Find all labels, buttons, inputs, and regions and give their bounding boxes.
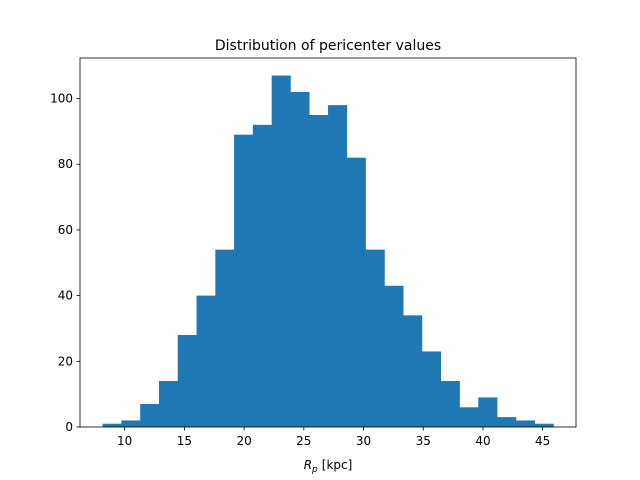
x-tick-label: 20 [236, 434, 251, 448]
bar [158, 381, 178, 427]
bar [384, 285, 404, 427]
bar [440, 381, 460, 427]
bar [534, 423, 554, 427]
bar [328, 105, 348, 427]
bar [403, 315, 423, 427]
x-tick-label: 25 [296, 434, 311, 448]
bar [346, 157, 366, 427]
bar [140, 404, 160, 427]
bar [365, 249, 385, 427]
bar [290, 91, 310, 428]
x-tick-label: 45 [535, 434, 550, 448]
x-label-subscript: p [311, 465, 318, 475]
bar [478, 397, 498, 427]
bar [515, 420, 535, 427]
y-tick-label: 40 [58, 289, 73, 303]
y-tick-label: 0 [65, 420, 73, 434]
x-label-unit: [kpc] [322, 458, 353, 472]
x-label-symbol: R [304, 458, 312, 472]
plot-frame [79, 57, 577, 428]
x-tick-label: 35 [416, 434, 431, 448]
chart-title: Distribution of pericenter values [215, 38, 441, 54]
bar [121, 420, 141, 427]
bar [177, 335, 197, 427]
y-tick-label: 80 [58, 157, 73, 171]
x-tick-label: 15 [177, 434, 192, 448]
bar [196, 295, 216, 427]
x-tick-label: 10 [117, 434, 132, 448]
bar [271, 75, 291, 428]
bar [421, 351, 441, 427]
bar [234, 134, 254, 427]
x-tick-label: 30 [356, 434, 371, 448]
y-tick-label: 20 [58, 354, 73, 368]
bar [102, 423, 122, 427]
bar [459, 407, 479, 427]
bar [215, 249, 235, 427]
bar [252, 124, 272, 428]
bar [309, 114, 329, 427]
x-axis-label: Rp [kpc] [304, 458, 353, 475]
bar [497, 417, 517, 427]
y-tick-label: 60 [58, 223, 73, 237]
y-tick-label: 100 [50, 92, 73, 106]
x-tick-label: 40 [475, 434, 490, 448]
